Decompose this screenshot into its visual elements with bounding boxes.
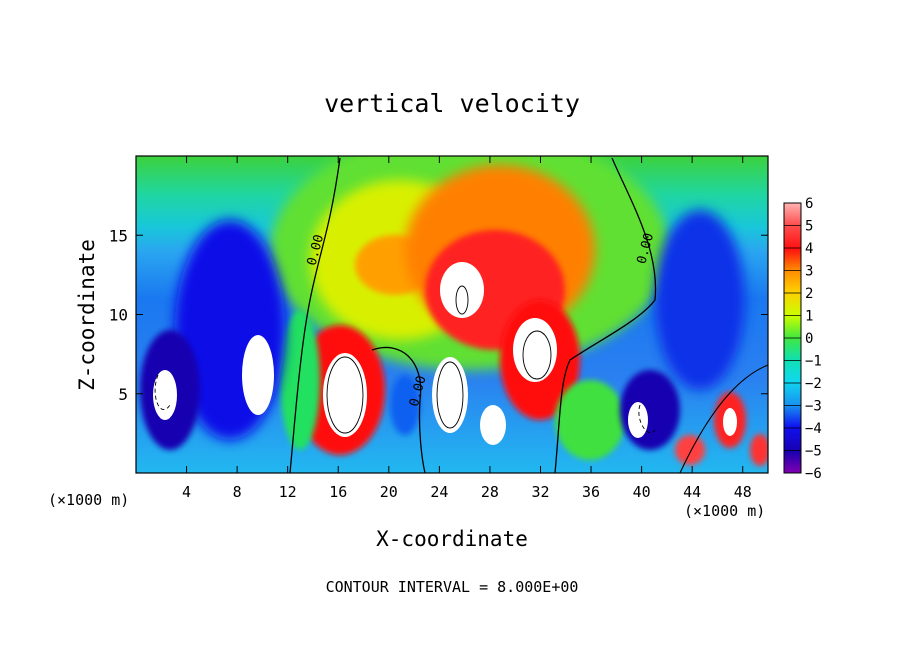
x-axis-label: X-coordinate <box>376 527 528 551</box>
colorbar-tick-label: 6 <box>805 196 813 212</box>
y-axis: 5 10 15 <box>109 226 768 404</box>
x-tick-label: 16 <box>329 483 347 501</box>
colorbar-tick-label: −6 <box>805 466 822 482</box>
x-tick-label: 12 <box>279 483 297 501</box>
x-tick-label: 28 <box>481 483 499 501</box>
x-units-right: (×1000 m) <box>684 502 765 520</box>
x-tick-label: 48 <box>734 483 752 501</box>
x-units-left: (×1000 m) <box>48 491 129 509</box>
colorbar-tick-label: 1 <box>805 309 813 325</box>
y-tick-label: 10 <box>109 306 128 325</box>
velocity-field <box>136 156 768 473</box>
colorbar-tick-label: 5 <box>805 219 813 235</box>
chart-title: vertical velocity <box>324 89 580 118</box>
x-tick-label: 44 <box>683 483 701 501</box>
colorbar-ticks: 6 5 4 3 2 1 0 −1 −2 −3 −4 −5 −6 <box>784 196 822 482</box>
x-tick-label: 4 <box>182 483 191 501</box>
colorbar-tick-label: −1 <box>805 354 822 370</box>
x-tick-label: 24 <box>430 483 448 501</box>
colorbar-tick-label: −5 <box>805 444 822 460</box>
colorbar-tick-label: 4 <box>805 241 813 257</box>
x-tick-label: 8 <box>233 483 242 501</box>
x-tick-label: 40 <box>633 483 651 501</box>
x-tick-label: 32 <box>531 483 549 501</box>
x-tick-label: 36 <box>582 483 600 501</box>
colorbar-tick-label: 3 <box>805 264 813 280</box>
y-tick-label: 15 <box>109 226 128 245</box>
x-axis: 4 8 12 16 20 24 28 32 36 40 44 48 <box>182 156 752 501</box>
y-axis-label: Z-coordinate <box>75 239 99 391</box>
colorbar-tick-label: −3 <box>805 399 822 415</box>
colorbar-tick-label: 2 <box>805 286 813 302</box>
colorbar-tick-label: −2 <box>805 376 822 392</box>
colorbar-tick-label: −4 <box>805 421 822 437</box>
colorbar-tick-label: 0 <box>805 331 813 347</box>
contour-interval-note: CONTOUR INTERVAL = 8.000E+00 <box>326 578 579 596</box>
y-tick-label: 5 <box>118 385 128 404</box>
x-tick-label: 20 <box>380 483 398 501</box>
